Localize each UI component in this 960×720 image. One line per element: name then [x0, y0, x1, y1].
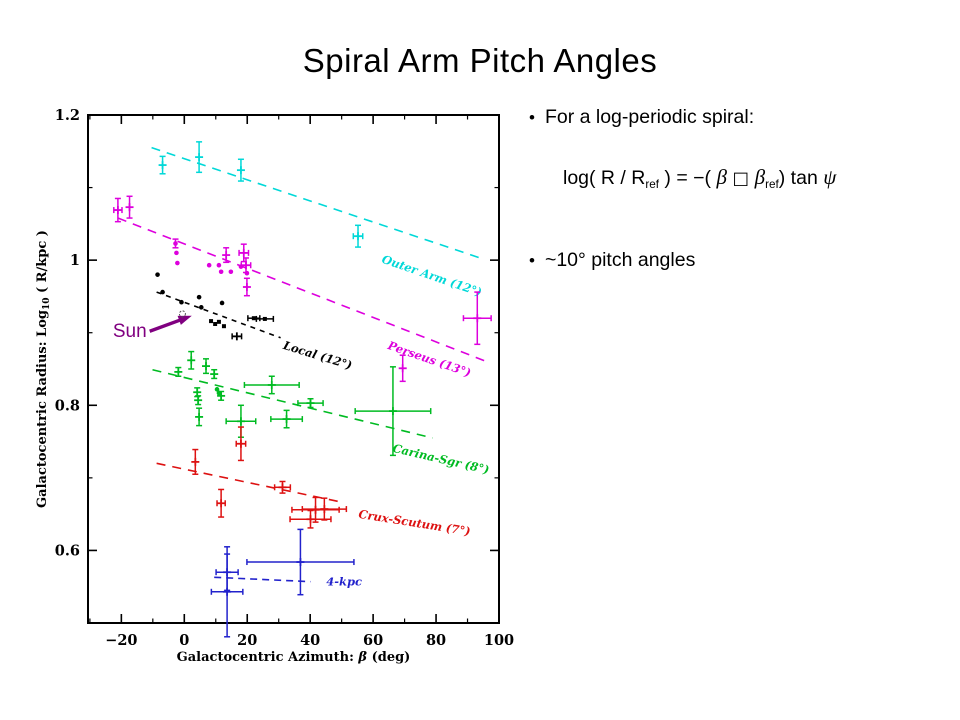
arm-label: Local (12°)	[281, 338, 354, 373]
y-axis-ticks: 0.6 0.8 1 1.2	[55, 107, 499, 624]
data-point	[218, 269, 224, 275]
formula-subscript: ref	[765, 178, 779, 191]
data-point	[174, 250, 179, 256]
data-point	[216, 262, 222, 268]
arm-label: Carina-Sgr (8°)	[391, 441, 490, 477]
page-title: Spiral Arm Pitch Angles	[302, 42, 658, 79]
data-point	[219, 300, 225, 306]
y-tick-label: 1	[70, 252, 80, 269]
data-point	[160, 289, 165, 295]
data-point	[214, 387, 220, 392]
bullet-pitch-angles: • ~10° pitch angles	[529, 249, 695, 272]
formula-part: log( R / R	[563, 167, 646, 189]
y-tick-label: 0.8	[55, 397, 80, 414]
x-axis-label: Galactocentric Azimuth: β (deg)	[177, 650, 411, 665]
arm-label: 4-kpc	[326, 574, 362, 588]
trend-line	[151, 146, 481, 259]
y-axis-label: Galactocentric Radius: Log10 ( R/kpc )	[35, 230, 52, 508]
data-point	[155, 272, 160, 277]
beta-symbol: β	[754, 165, 766, 189]
data-point	[173, 241, 178, 246]
data-point	[228, 269, 234, 275]
y-tick-label: 0.6	[55, 542, 80, 559]
x-tick-label: 100	[484, 632, 514, 649]
sun-marker	[178, 310, 186, 318]
x-tick-label: 0	[179, 632, 189, 649]
arm-label: Perseus (13°)	[385, 338, 473, 380]
y-tick-label: 1.2	[55, 107, 80, 124]
bullet1-text: For a log-periodic spiral:	[544, 106, 755, 128]
arm-label: Crux-Scutum (7°)	[358, 507, 472, 539]
x-tick-label: 20	[237, 632, 257, 649]
x-tick-label: 80	[426, 632, 446, 649]
x-tick-label: 60	[363, 632, 383, 649]
data-point	[209, 319, 214, 324]
data-point	[213, 322, 218, 327]
bullet-icon: •	[529, 251, 535, 270]
psi-symbol: ψ	[823, 165, 837, 189]
formula-subscript: ref	[645, 178, 659, 191]
data-point	[221, 324, 226, 329]
arm-label: Outer Arm (12°)	[380, 252, 484, 299]
data-point	[179, 299, 184, 305]
data-point	[251, 316, 256, 321]
bullet-icon: •	[529, 108, 535, 127]
trend-line	[214, 576, 311, 583]
series-crux-scutum-7-: Crux-Scutum (7°)	[156, 426, 472, 539]
trend-line	[156, 462, 341, 503]
data-point	[262, 316, 267, 321]
data-point	[196, 294, 202, 300]
plot-frame	[87, 114, 500, 624]
series-4-kpc: 4-kpc	[210, 528, 362, 638]
log-periodic-formula: log( R / Rref ) = −( β □ βref) tan ψ	[563, 165, 836, 191]
bullet-log-periodic: • For a log-periodic spiral:	[529, 106, 754, 129]
formula-part: ) tan	[778, 167, 824, 189]
sun-arrowhead	[177, 315, 192, 325]
sun-label: Sun	[113, 321, 147, 342]
series-carina-sgr-8-: Carina-Sgr (8°)	[152, 350, 491, 477]
x-tick-label: −20	[105, 632, 137, 649]
formula-part: ) = −(	[659, 167, 717, 189]
trend-line	[152, 368, 433, 439]
x-axis-ticks: −20 0 20 40 60 80 100	[89, 115, 514, 649]
data-point	[206, 262, 212, 268]
data-point	[175, 260, 180, 266]
series-local-12-: Local (12°)	[155, 272, 354, 372]
series-outer-arm-12-: Outer Arm (12°)	[151, 141, 484, 299]
sun-annotation: Sun	[113, 310, 192, 342]
beta-symbol: β	[716, 165, 727, 189]
data-point	[216, 319, 221, 324]
data-point	[198, 305, 204, 310]
bullet2-text: ~10° pitch angles	[544, 249, 696, 271]
trend-line	[117, 217, 488, 363]
missing-glyph-box: □	[726, 169, 755, 189]
trend-line	[156, 291, 281, 339]
x-tick-label: 40	[300, 632, 320, 649]
